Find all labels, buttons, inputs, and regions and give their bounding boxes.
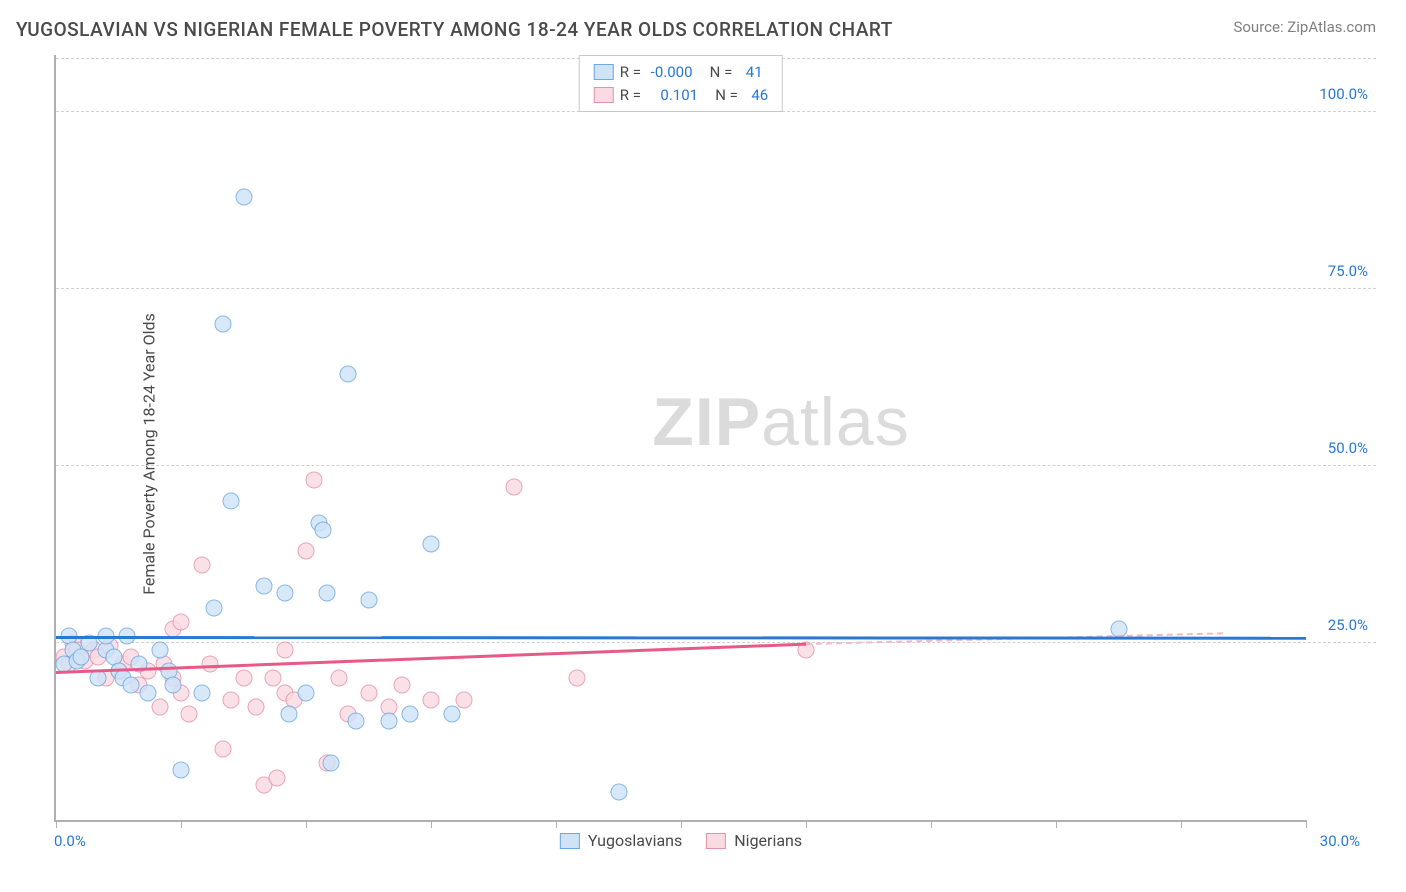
nigerians-point	[506, 479, 523, 496]
x-tick	[681, 820, 682, 828]
yugoslavians-point	[298, 684, 315, 701]
legend-row-yugoslavians: R = -0.000 N = 41	[594, 61, 768, 84]
trend-line	[56, 636, 1306, 639]
nigerians-point	[423, 691, 440, 708]
source-attribution: Source: ZipAtlas.com	[1233, 18, 1376, 36]
gridline	[56, 288, 1376, 289]
nigerians-point	[298, 542, 315, 559]
yugoslavians-point	[164, 677, 181, 694]
y-tick-label: 100.0%	[1319, 85, 1368, 103]
legend-swatch-icon	[560, 833, 580, 849]
x-tick	[806, 820, 807, 828]
chart-container: Female Poverty Among 18-24 Year Olds ZIP…	[16, 55, 1376, 852]
yugoslavians-point	[193, 684, 210, 701]
series-legend: Yugoslavians Nigerians	[560, 831, 802, 850]
watermark: ZIPatlas	[652, 383, 909, 461]
x-tick	[1181, 820, 1182, 828]
x-tick	[181, 820, 182, 828]
x-tick	[306, 820, 307, 828]
nigerians-point	[306, 472, 323, 489]
gridline	[56, 465, 1376, 466]
yugoslavians-point	[443, 705, 460, 722]
nigerians-point	[568, 670, 585, 687]
chart-title: YUGOSLAVIAN VS NIGERIAN FEMALE POVERTY A…	[16, 18, 893, 41]
nigerians-point	[235, 670, 252, 687]
yugoslavians-point	[235, 188, 252, 205]
nigerians-point	[456, 691, 473, 708]
nigerians-point	[248, 698, 265, 715]
x-tick	[431, 820, 432, 828]
yugoslavians-point	[214, 316, 231, 333]
yugoslavians-point	[402, 705, 419, 722]
x-axis-max-label: 30.0%	[1320, 832, 1360, 850]
yugoslavians-point	[123, 677, 140, 694]
x-axis-min-label: 0.0%	[54, 832, 86, 850]
yugoslavians-point	[314, 521, 331, 538]
x-tick	[931, 820, 932, 828]
nigerians-point	[264, 670, 281, 687]
nigerians-point	[173, 613, 190, 630]
plot-area: ZIPatlas R = -0.000 N = 41 R = 0.101 N =…	[54, 55, 1306, 822]
nigerians-point	[331, 670, 348, 687]
yugoslavians-point	[173, 762, 190, 779]
legend-swatch-icon	[706, 833, 726, 849]
x-tick	[56, 820, 57, 828]
yugoslavians-point	[152, 642, 169, 659]
yugoslavians-point	[381, 712, 398, 729]
yugoslavians-point	[610, 783, 627, 800]
nigerians-point	[214, 741, 231, 758]
gridline	[56, 642, 1376, 643]
legend-item-nigerians: Nigerians	[706, 831, 802, 850]
x-tick	[1056, 820, 1057, 828]
yugoslavians-point	[223, 493, 240, 510]
nigerians-point	[193, 557, 210, 574]
yugoslavians-point	[360, 592, 377, 609]
legend-swatch-yugoslavians	[594, 64, 614, 80]
legend-swatch-nigerians	[594, 87, 614, 103]
nigerians-point	[393, 677, 410, 694]
correlation-legend: R = -0.000 N = 41 R = 0.101 N = 46	[579, 55, 783, 112]
yugoslavians-point	[139, 684, 156, 701]
legend-item-yugoslavians: Yugoslavians	[560, 831, 682, 850]
y-tick-label: 25.0%	[1328, 616, 1368, 634]
y-tick-label: 50.0%	[1328, 439, 1368, 457]
y-tick-label: 75.0%	[1328, 262, 1368, 280]
yugoslavians-point	[318, 585, 335, 602]
nigerians-point	[268, 769, 285, 786]
nigerians-point	[152, 698, 169, 715]
yugoslavians-point	[348, 712, 365, 729]
nigerians-point	[360, 684, 377, 701]
yugoslavians-point	[323, 755, 340, 772]
nigerians-point	[223, 691, 240, 708]
yugoslavians-point	[256, 578, 273, 595]
yugoslavians-point	[206, 599, 223, 616]
yugoslavians-point	[277, 585, 294, 602]
yugoslavians-point	[339, 365, 356, 382]
yugoslavians-point	[281, 705, 298, 722]
x-tick	[1306, 820, 1307, 828]
yugoslavians-point	[89, 670, 106, 687]
legend-row-nigerians: R = 0.101 N = 46	[594, 84, 768, 107]
nigerians-point	[277, 642, 294, 659]
nigerians-point	[181, 705, 198, 722]
x-tick	[556, 820, 557, 828]
yugoslavians-point	[423, 535, 440, 552]
